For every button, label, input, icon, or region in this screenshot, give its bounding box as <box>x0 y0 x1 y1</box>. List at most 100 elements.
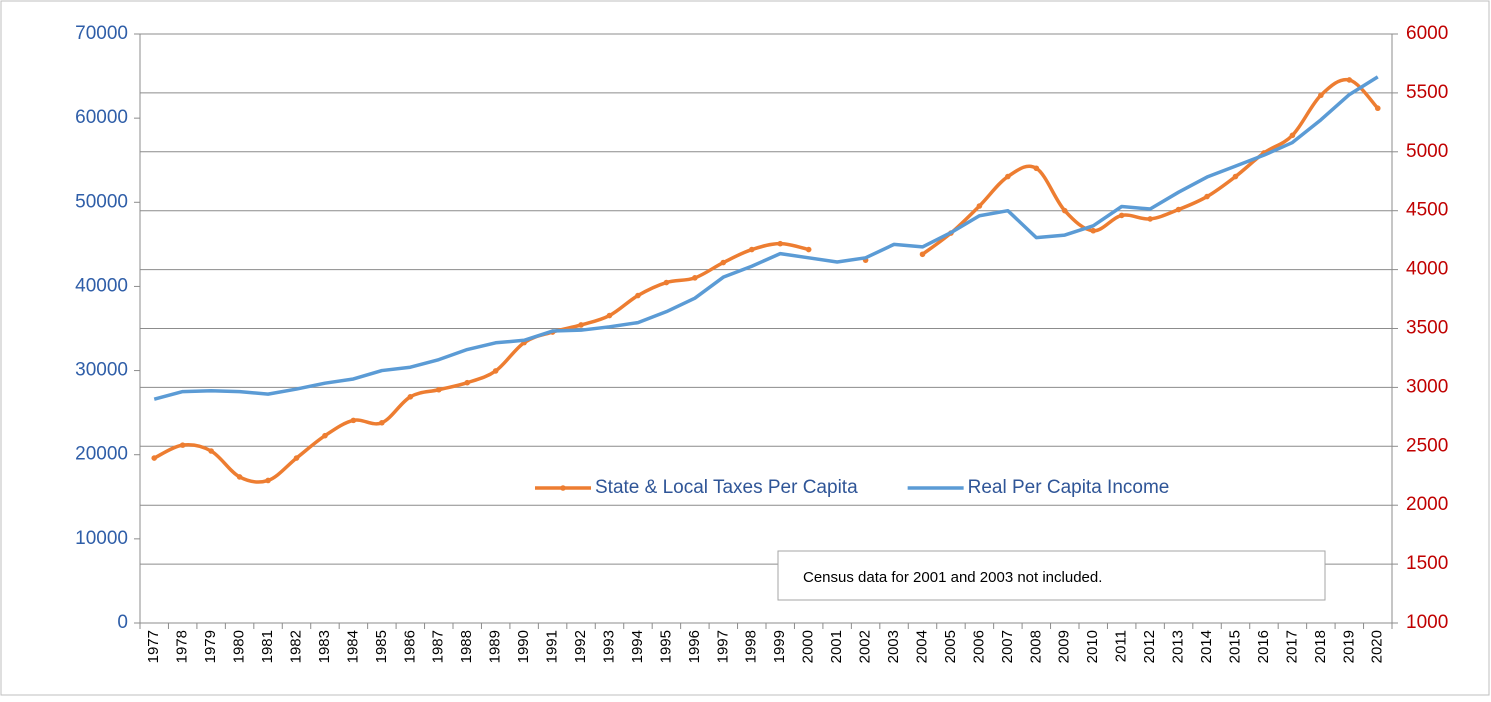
y2-tick-label: 2500 <box>1406 435 1448 456</box>
y2-tick-label: 5000 <box>1406 141 1448 162</box>
x-tick-label: 2003 <box>885 630 902 663</box>
x-tick-label: 2018 <box>1312 630 1329 663</box>
y-tick-label: 50000 <box>75 191 128 212</box>
x-tick-label: 1998 <box>743 630 760 663</box>
marker <box>748 246 755 253</box>
x-tick-label: 2015 <box>1226 630 1243 663</box>
x-tick-label: 2013 <box>1170 630 1187 663</box>
marker <box>1204 193 1210 200</box>
x-tick-label: 1981 <box>259 630 276 663</box>
x-tick-label: 2014 <box>1198 630 1215 663</box>
x-tick-label: 1990 <box>515 630 532 663</box>
marker <box>293 455 300 461</box>
marker <box>663 279 670 286</box>
y2-tick-label: 2000 <box>1406 494 1448 515</box>
x-tick-label: 1983 <box>316 630 333 663</box>
marker <box>1090 227 1097 234</box>
marker <box>1147 216 1153 222</box>
y2-tick-label: 5500 <box>1406 82 1448 103</box>
marker <box>1346 77 1353 83</box>
y-tick-label: 30000 <box>75 360 128 381</box>
marker <box>379 419 385 426</box>
x-tick-label: 2000 <box>800 630 817 663</box>
marker <box>492 368 499 374</box>
x-tick-label: 1987 <box>430 630 447 663</box>
x-tick-label: 2012 <box>1141 630 1158 663</box>
marker <box>578 322 584 328</box>
annotation: Census data for 2001 and 2003 not includ… <box>803 569 1102 586</box>
marker <box>1061 207 1068 214</box>
marker <box>777 240 784 247</box>
x-tick-label: 1980 <box>231 630 248 663</box>
x-tick-label: 1993 <box>600 630 617 663</box>
marker <box>1232 173 1239 180</box>
y2-tick-label: 4500 <box>1406 200 1448 221</box>
x-tick-label: 2019 <box>1340 630 1357 663</box>
x-tick-label: 2011 <box>1113 630 1130 662</box>
series-line <box>153 75 1379 401</box>
annotation-box <box>777 550 1326 601</box>
x-tick-label: 1982 <box>287 630 304 663</box>
x-tick-label: 2008 <box>1027 630 1044 663</box>
x-tick-label: 1977 <box>145 630 162 663</box>
y-tick-label: 20000 <box>75 444 128 465</box>
marker <box>1033 165 1040 172</box>
x-tick-label: 2010 <box>1084 630 1101 663</box>
marker <box>1318 92 1324 99</box>
y2-tick-label: 3500 <box>1406 318 1448 339</box>
marker <box>464 379 471 386</box>
marker <box>720 259 727 266</box>
marker <box>208 448 214 454</box>
marker <box>1118 212 1125 219</box>
x-tick-label: 2016 <box>1255 630 1272 663</box>
y2-tick-label: 1000 <box>1406 612 1448 633</box>
y2-tick-label: 4000 <box>1406 259 1448 280</box>
x-tick-label: 1991 <box>544 630 561 663</box>
y-tick-label: 40000 <box>75 275 128 296</box>
x-tick-label: 2001 <box>828 630 845 663</box>
x-tick-label: 2004 <box>913 630 930 663</box>
x-tick-label: 2009 <box>1056 630 1073 663</box>
x-tick-label: 1992 <box>572 630 589 663</box>
y-tick-label: 70000 <box>75 23 128 44</box>
marker <box>635 292 641 299</box>
x-tick-label: 1999 <box>771 630 788 663</box>
y2-tick-label: 1500 <box>1406 553 1448 574</box>
x-tick-label: 2020 <box>1369 630 1386 663</box>
y-tick-label: 60000 <box>75 107 128 128</box>
marker <box>805 246 812 253</box>
x-tick-label: 1996 <box>686 630 703 663</box>
marker <box>322 432 328 439</box>
x-tick-label: 1979 <box>202 630 219 663</box>
x-tick-label: 1994 <box>629 630 646 663</box>
marker <box>1374 105 1381 112</box>
legend-label: Real Per Capita Income <box>968 477 1170 498</box>
marker <box>1005 173 1011 180</box>
x-tick-label: 1989 <box>487 630 504 663</box>
marker <box>606 312 613 319</box>
x-tick-label: 1978 <box>174 630 191 663</box>
marker <box>407 394 414 400</box>
x-tick-label: 2006 <box>970 630 987 663</box>
y2-tick-label: 6000 <box>1406 23 1448 44</box>
marker <box>692 275 698 281</box>
marker <box>236 474 243 480</box>
marker <box>265 477 271 484</box>
y-tick-label: 10000 <box>75 528 128 549</box>
legend-label: State & Local Taxes Per Capita <box>595 477 858 498</box>
x-tick-label: 2017 <box>1283 630 1300 663</box>
marker <box>1175 206 1182 213</box>
y2-tick-label: 3000 <box>1406 376 1448 397</box>
marker <box>151 455 158 461</box>
x-tick-label: 1985 <box>373 630 390 663</box>
marker <box>350 417 357 424</box>
marker <box>179 442 186 448</box>
marker <box>919 251 926 258</box>
x-tick-label: 1995 <box>657 630 674 663</box>
x-tick-label: 2002 <box>857 630 874 663</box>
legend-marker <box>560 485 566 491</box>
marker <box>1289 132 1296 139</box>
x-tick-label: 1988 <box>458 630 475 663</box>
x-tick-label: 2005 <box>942 630 959 663</box>
